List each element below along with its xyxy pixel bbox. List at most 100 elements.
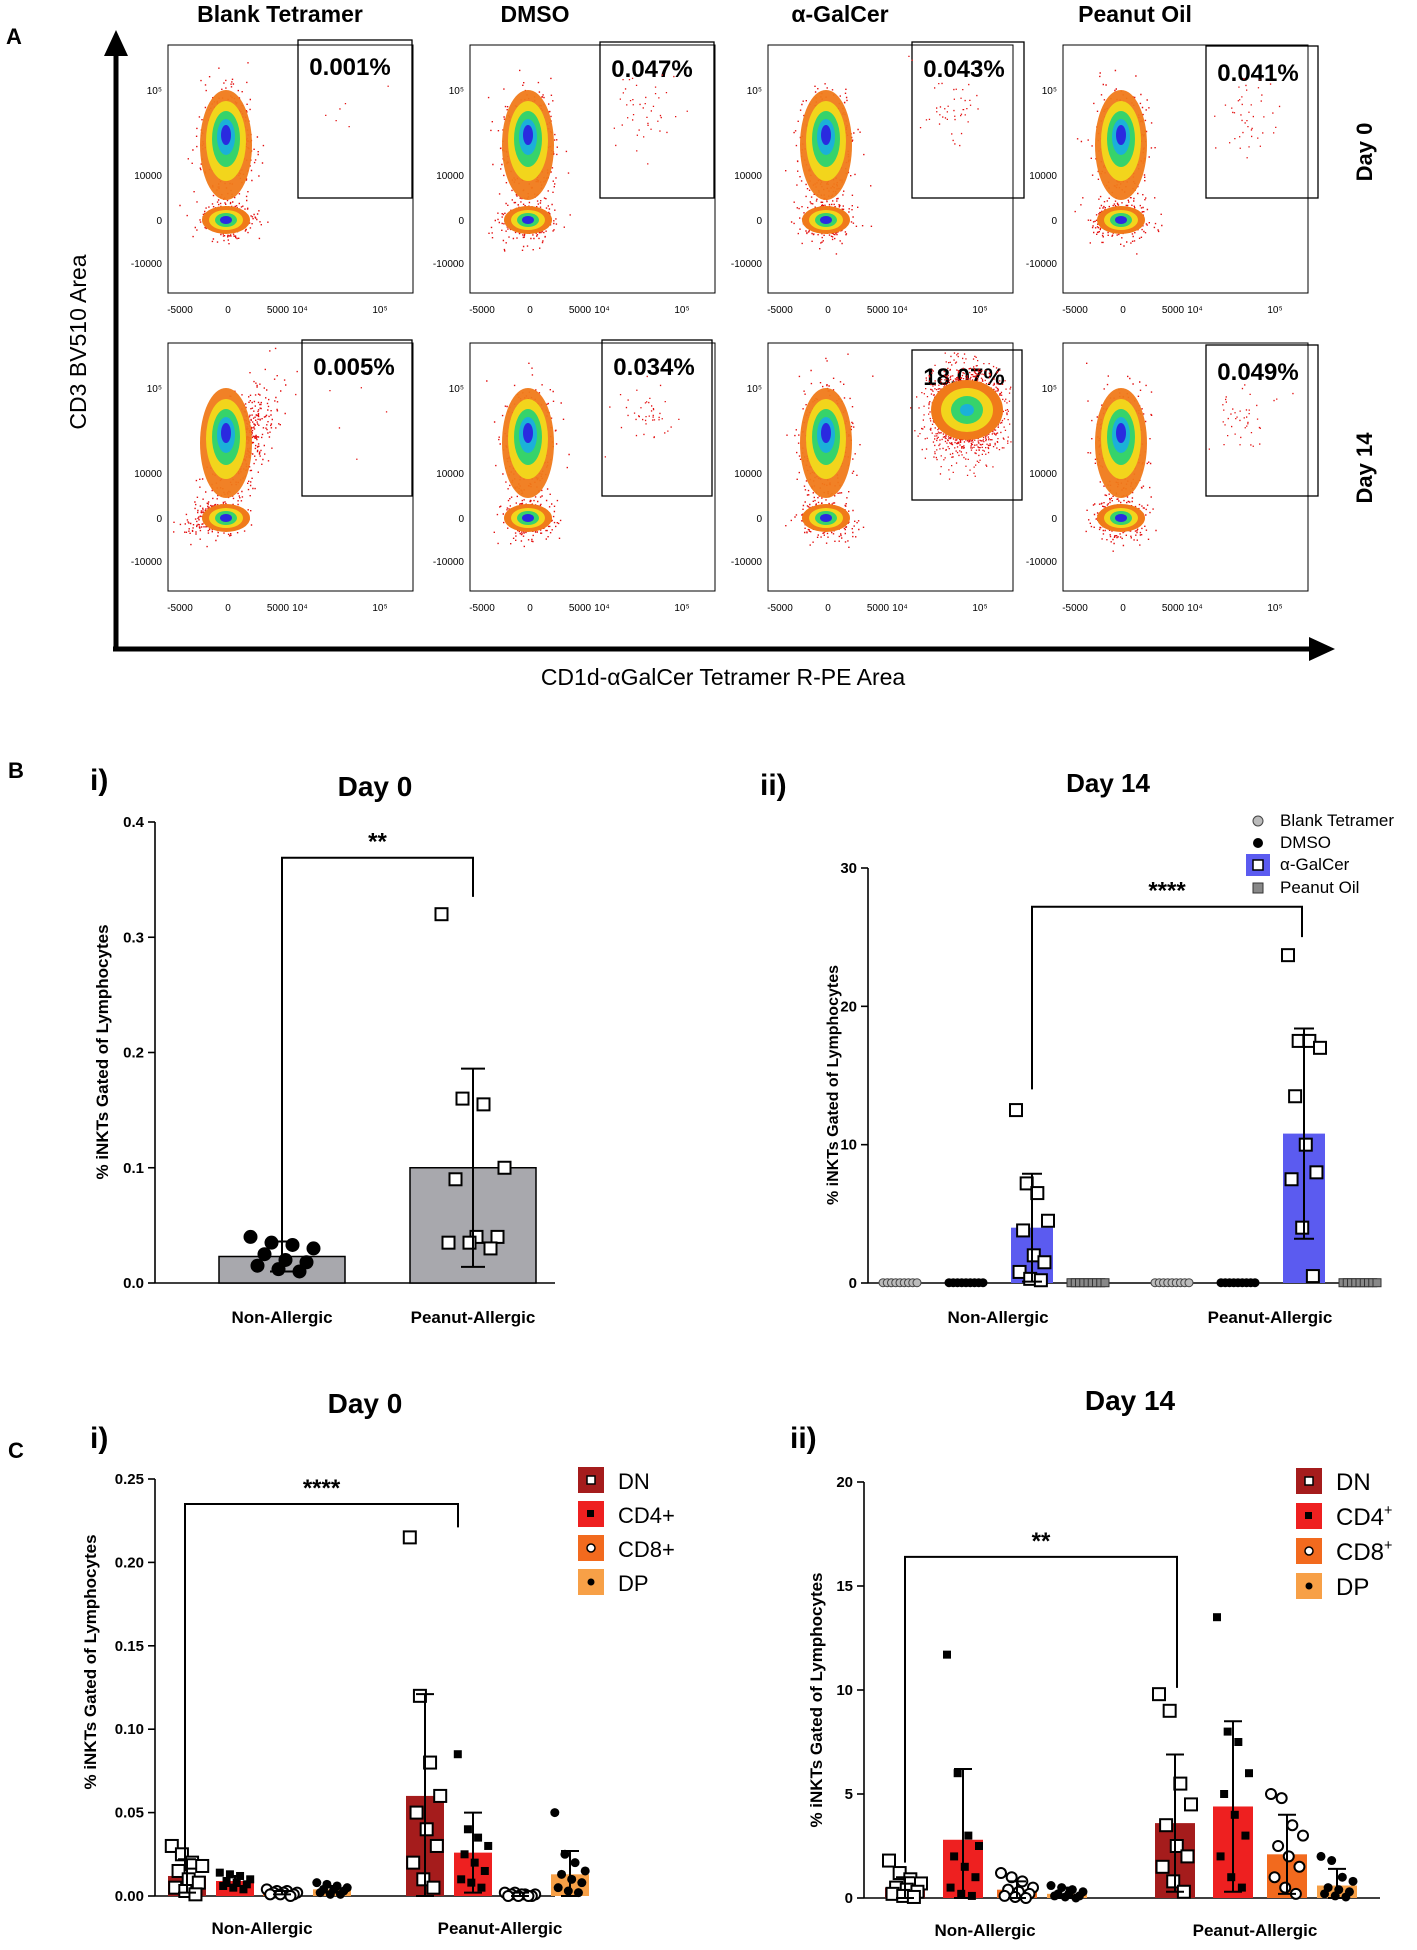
legend-marker [1252, 859, 1264, 871]
legend-label-text: CD4 [1336, 1504, 1384, 1531]
x-tick-1e4: 10⁴ [594, 305, 609, 316]
point-filled-circle [285, 1237, 300, 1252]
density-blue [1116, 125, 1126, 145]
point-filled-circle [557, 1869, 567, 1879]
x-tick-neg5000: -5000 [167, 305, 193, 316]
point-filled-circle [306, 1241, 321, 1256]
y-axis-label: % iNKTs Gated of Lymphocytes [81, 1534, 100, 1789]
legend-marker [587, 1578, 595, 1586]
gated-population-dots [908, 55, 979, 147]
y-tick-neg10000: -10000 [131, 259, 163, 270]
y-axis-label: % iNKTs Gated of Lymphocytes [825, 965, 842, 1205]
y-tick-label: 30 [840, 860, 857, 877]
point-open-square [906, 1889, 921, 1904]
point-open-square [433, 1788, 448, 1803]
x-tick-neg5000: -5000 [1062, 305, 1088, 316]
flow-plot-1-0: 10⁵ 10000 0 -10000 -5000 0 5000 10⁴ 10⁵ 0.005% [131, 339, 414, 614]
point-open-circle [1293, 1860, 1306, 1873]
y-tick-0: 0 [1051, 514, 1057, 525]
x-tick-0: 0 [225, 603, 231, 614]
x-tick-neg5000: -5000 [469, 603, 495, 614]
point-open-square [1173, 1776, 1188, 1791]
point-filled-circle [312, 1878, 322, 1888]
y-tick-label: 0.25 [115, 1471, 144, 1488]
density-blue-lower [220, 216, 232, 224]
point-filled-circle [577, 1878, 587, 1888]
legend-item-0: DN [1296, 1468, 1371, 1496]
x-tick-1e4: 10⁴ [892, 305, 907, 316]
legend-item-3: DP [578, 1569, 649, 1596]
point-filled-square [484, 1841, 493, 1850]
point-filled-square [225, 1870, 234, 1879]
x-category-label: Non-Allergic [211, 1919, 312, 1938]
point-open-square [1030, 1186, 1045, 1201]
y-tick-0: 0 [458, 216, 464, 227]
x-category-label: Peanut-Allergic [1193, 1921, 1318, 1940]
point-filled-square [1220, 1790, 1229, 1798]
flow-plot-0-3: 10⁵ 10000 0 -10000 -5000 0 5000 10⁴ 10⁵ 0.041% [1026, 44, 1319, 316]
population-dots [1085, 362, 1294, 552]
column-title-peanut: Peanut Oil [1078, 1, 1192, 27]
point-open-square [1295, 1220, 1310, 1235]
point-open-square [1041, 1213, 1055, 1228]
point-filled-square [246, 1875, 255, 1884]
legend-label: CD4+ [618, 1503, 675, 1528]
point-open-circle [998, 1889, 1011, 1902]
point-filled-circle [570, 1858, 580, 1868]
x-tick-1e5: 10⁵ [674, 603, 689, 614]
x-tick-1e4: 10⁴ [292, 305, 307, 316]
row-label-day0: Day 0 [1352, 123, 1377, 182]
point-filled-square [1227, 1873, 1236, 1882]
y-tick-10000: 10000 [134, 469, 162, 480]
chart-title: Day 0 [338, 771, 413, 802]
legend-label: CD8+ [618, 1537, 675, 1562]
point-filled-circle [573, 1888, 583, 1898]
flow-plot-0-2: 10⁵ 10000 0 -10000 -5000 0 5000 10⁴ 10⁵ 0.043% [731, 41, 1025, 316]
y-tick-1e5: 10⁵ [147, 384, 162, 395]
legend-item-1: DMSO [1253, 833, 1331, 852]
point-open-square [402, 1530, 417, 1545]
significance-bracket [1031, 905, 1303, 1090]
column-title-blank: Blank Tetramer [197, 1, 363, 27]
point-open-circle [1272, 1840, 1285, 1852]
x-category-label: Non-Allergic [934, 1921, 1035, 1940]
chart-b-ii: ii) Day 14 % iNKTs Gated of Lymphocytes 0 10… [760, 768, 1394, 1327]
column-title-dmso: DMSO [501, 1, 570, 27]
gate-box [911, 349, 1023, 501]
x-tick-1e5: 10⁵ [674, 305, 689, 316]
y-tick-1e5: 10⁵ [747, 86, 762, 97]
point-open-square [1169, 1839, 1184, 1853]
point-open-square [419, 1822, 434, 1837]
y-tick-neg10000: -10000 [433, 557, 465, 568]
point-open-square [1309, 1165, 1324, 1180]
point-open-circle [1279, 1881, 1292, 1894]
density-blue-lower [820, 514, 832, 522]
y-tick-1e5: 10⁵ [449, 384, 464, 395]
panel-a-y-axis-label: CD3 BV510 Area [65, 254, 91, 429]
legend-label: DP [618, 1571, 649, 1596]
density-blue [821, 423, 831, 443]
point-open-square [490, 1229, 505, 1244]
point-filled-square [215, 1868, 224, 1877]
y-tick-0: 0 [458, 514, 464, 525]
population-dots [785, 352, 1012, 548]
legend-label: Blank Tetramer [1280, 811, 1394, 830]
panel-a-y-arrowhead [104, 30, 128, 56]
density-blue [221, 423, 231, 443]
y-tick-neg10000: -10000 [1026, 557, 1058, 568]
gate-box [599, 41, 715, 199]
point-filled-square [1223, 1727, 1232, 1736]
point-open-square [429, 1838, 444, 1853]
y-tick-1e5: 10⁵ [1042, 384, 1057, 395]
point-filled-circle [335, 1889, 345, 1899]
point-filled-square [1237, 1883, 1246, 1892]
legend-item-3: Peanut Oil [1252, 878, 1359, 897]
gate-percentage: 0.047% [611, 56, 692, 83]
point-filled-square [1234, 1738, 1243, 1746]
point-open-square [1281, 948, 1295, 963]
density-blue [523, 125, 533, 145]
gate-percentage: 0.043% [923, 56, 1004, 83]
x-tick-0: 0 [225, 305, 231, 316]
point-open-square [1305, 1269, 1320, 1284]
y-tick-10000: 10000 [1029, 171, 1057, 182]
